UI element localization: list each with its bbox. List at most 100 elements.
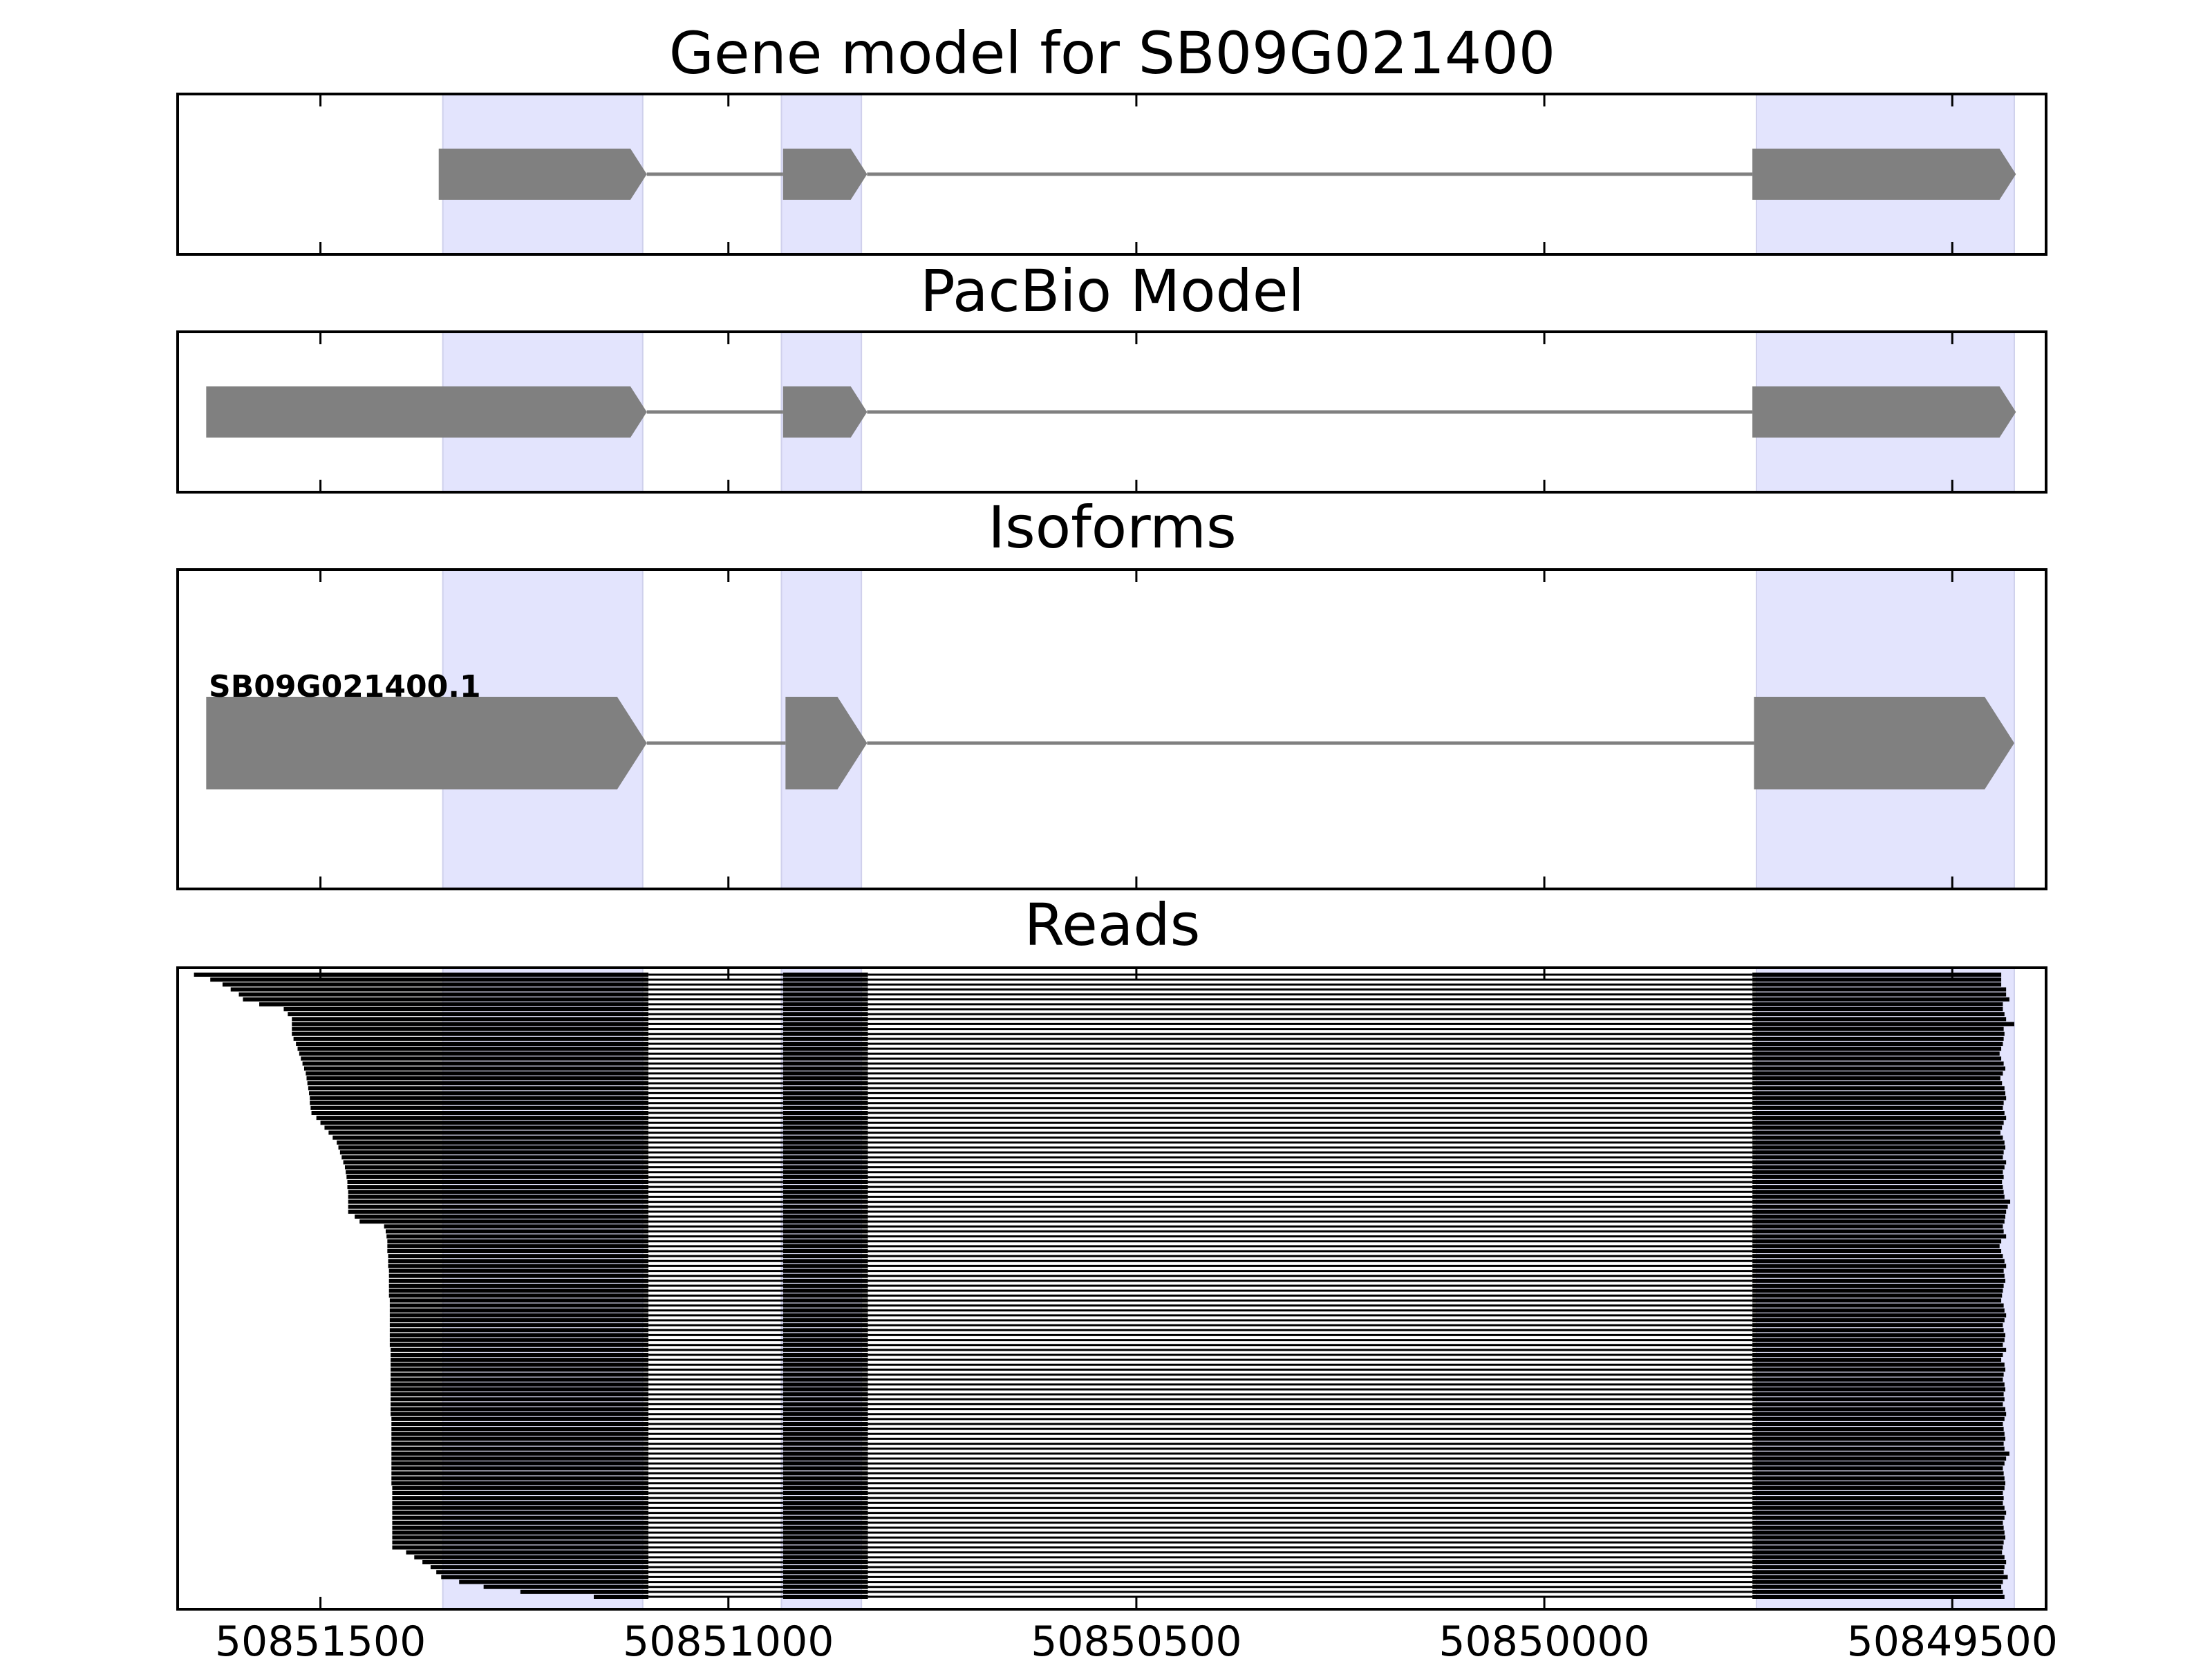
read-exon <box>391 1446 649 1451</box>
read-exon <box>1752 1485 2005 1490</box>
read-exon <box>1752 1185 2003 1190</box>
read-exon <box>1752 1155 2003 1160</box>
read-exon <box>389 1308 649 1313</box>
read-exon <box>782 992 868 997</box>
read-exon <box>593 1595 649 1599</box>
read-exon <box>1752 1224 2003 1229</box>
read-exon <box>782 1485 868 1490</box>
read-exon <box>392 1496 649 1501</box>
read-exon <box>782 1185 868 1190</box>
read-exon <box>1752 1204 2008 1209</box>
read-exon <box>782 1284 868 1288</box>
pacbio-model-track <box>206 386 2016 438</box>
read-exon <box>1752 1318 2005 1322</box>
read-exon <box>782 1333 868 1338</box>
read-exon <box>1752 977 2002 982</box>
read-exon <box>782 1446 868 1451</box>
read-exon <box>392 1515 649 1520</box>
read-exon <box>1752 1436 2005 1441</box>
read-exon <box>288 1012 649 1017</box>
read-exon <box>1752 1027 2004 1031</box>
read-exon <box>782 1140 868 1145</box>
read-exon <box>387 1244 649 1248</box>
read-exon <box>1752 1031 2005 1036</box>
read-exon <box>782 1268 868 1273</box>
read-exon <box>292 1017 649 1022</box>
read-exon <box>1752 1278 2005 1283</box>
gene-model-track <box>438 149 2016 200</box>
read-exon <box>332 1135 649 1140</box>
read-exon <box>782 1190 868 1194</box>
read-exon <box>782 1501 868 1506</box>
read-exon <box>1752 1565 2005 1570</box>
read-exon <box>388 1288 649 1293</box>
read-exon <box>1752 1407 2005 1412</box>
read-exon <box>392 1530 649 1535</box>
read-exon <box>782 1219 868 1224</box>
read-exon <box>1752 1496 2004 1501</box>
read-exon <box>389 1318 649 1322</box>
read-exon <box>782 1491 868 1495</box>
read-exon <box>301 1056 649 1061</box>
read-exon <box>292 1027 649 1031</box>
read-exon <box>1752 1476 2005 1481</box>
read-exon <box>1752 1298 2002 1303</box>
isoforms-panel: Isoforms SB09G021400.1 <box>176 494 2047 890</box>
read-exon <box>782 1392 868 1397</box>
read-exon <box>406 1550 649 1555</box>
read-exon <box>1752 1501 2003 1506</box>
read-exon <box>782 1066 868 1071</box>
read-exon <box>392 1491 649 1495</box>
read-exon <box>782 1100 868 1105</box>
read-exon <box>782 1071 868 1076</box>
read-exon <box>782 1116 868 1121</box>
read-exon <box>1752 1160 2007 1165</box>
read-exon <box>782 1036 868 1041</box>
read-exon <box>782 1096 868 1100</box>
read-exon <box>1752 1427 2004 1432</box>
read-exon <box>1752 1036 2004 1041</box>
read-exon <box>1752 1047 2002 1051</box>
read-exon <box>1752 1022 2014 1027</box>
read-exon <box>309 1091 649 1096</box>
read-exon <box>387 1239 649 1244</box>
read-exon <box>391 1397 649 1402</box>
gene-model-panel: Gene model for SB09G021400 <box>176 19 2047 256</box>
read-exon <box>1752 1358 2002 1362</box>
read-exon <box>782 1342 868 1347</box>
read-exon <box>1752 1199 2011 1204</box>
read-exon <box>391 1372 649 1377</box>
read-exon <box>782 1526 868 1530</box>
read-exon <box>348 1190 649 1194</box>
read-exon <box>782 1476 868 1481</box>
read-exon <box>306 1071 649 1076</box>
read-exon <box>782 1377 868 1382</box>
read-exon <box>1752 1545 2003 1550</box>
read-exon <box>782 1535 868 1540</box>
read-exon <box>782 1432 868 1436</box>
x-tick-label: 50851000 <box>623 1618 834 1659</box>
read-exon <box>1752 1422 2003 1426</box>
read-exon <box>1752 982 2002 987</box>
read-exon <box>1752 1342 2003 1347</box>
isoform-track <box>206 697 2014 789</box>
read-exon <box>311 1111 649 1115</box>
read-exon <box>1752 1560 2007 1564</box>
read-exon <box>306 1076 649 1080</box>
read-exon <box>1752 1387 2005 1391</box>
read-exon <box>782 1130 868 1135</box>
read-exon <box>1752 1328 2004 1333</box>
read-exon <box>1752 987 2007 992</box>
read-exon <box>430 1565 649 1570</box>
read-exon <box>391 1412 649 1416</box>
gene-model-frame <box>176 93 2047 256</box>
read-exon <box>243 997 649 1002</box>
read-exon <box>782 1496 868 1501</box>
read-exon <box>388 1293 649 1298</box>
isoform-label: SB09G021400.1 <box>209 669 481 704</box>
exon-arrow <box>1754 697 2014 789</box>
read-exon <box>782 1416 868 1421</box>
read-exon <box>459 1580 649 1584</box>
read-exon <box>782 1550 868 1555</box>
read-exon <box>782 1318 868 1322</box>
